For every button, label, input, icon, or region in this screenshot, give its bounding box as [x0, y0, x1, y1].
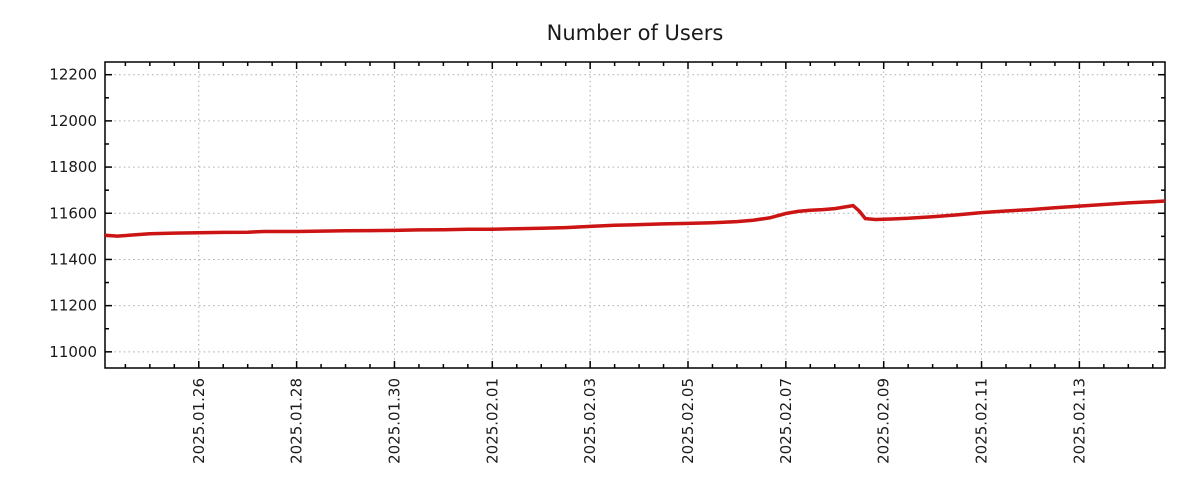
x-tick-label: 2025.02.09 — [875, 378, 893, 464]
x-tick-label: 2025.02.13 — [1070, 378, 1088, 464]
y-tick-label: 12200 — [49, 66, 97, 84]
y-tick-label: 11200 — [49, 297, 97, 315]
x-tick-label: 2025.02.03 — [581, 378, 599, 464]
plot-frame — [104, 61, 1166, 369]
x-tick-label: 2025.02.01 — [483, 378, 501, 464]
data-series-users — [104, 199, 1166, 238]
x-tick-label: 2025.02.05 — [679, 378, 697, 464]
x-tick-label: 2025.01.26 — [190, 378, 208, 464]
gridlines — [105, 62, 1165, 368]
chart-title: Number of Users — [547, 21, 724, 45]
tick-labels: 2025.01.26 2025.01.28 2025.01.30 2025.02.01… — [49, 66, 1088, 464]
y-tick-label: 12000 — [49, 112, 97, 130]
y-tick-label: 11600 — [49, 204, 97, 222]
y-tick-label: 11400 — [49, 250, 97, 268]
y-tick-label: 11000 — [49, 343, 97, 361]
x-tick-label: 2025.02.07 — [777, 378, 795, 464]
users-line — [104, 199, 1166, 238]
y-tick-label: 11800 — [49, 158, 97, 176]
x-tick-label: 2025.02.11 — [973, 378, 991, 464]
axes — [104, 61, 1166, 369]
x-tick-label: 2025.01.28 — [288, 378, 306, 464]
x-tick-label: 2025.01.30 — [385, 378, 403, 464]
